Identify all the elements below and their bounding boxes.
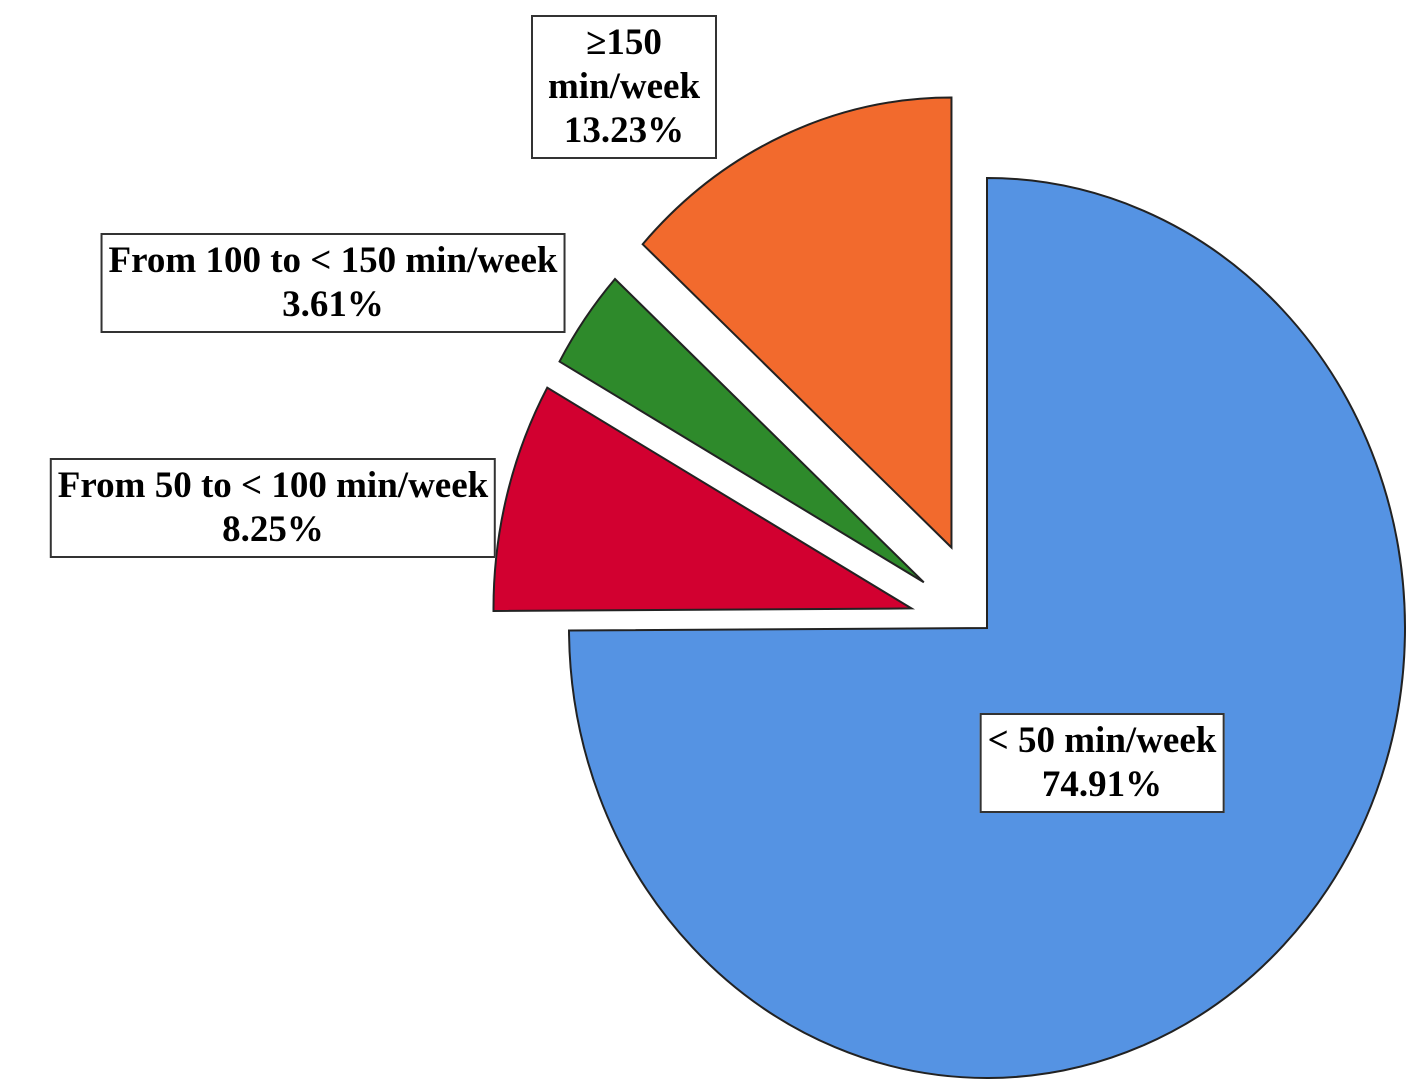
slice-category: From 50 to < 100 min/week [57, 465, 489, 506]
data-label: From 50 to < 100 min/week 8.25% [49, 458, 497, 558]
slice-value: 3.61% [282, 284, 384, 325]
data-label: < 50 min/week 74.91% [979, 713, 1225, 813]
data-label: ≥150 min/week 13.23% [531, 15, 717, 159]
slice-value: 8.25% [222, 509, 324, 550]
pie-slice [492, 386, 916, 612]
slice-value: 13.23% [563, 110, 685, 151]
slice-value: 74.91% [1041, 764, 1163, 805]
slice-category: From 100 to < 150 min/week [108, 240, 558, 281]
pie-slice [558, 277, 925, 584]
slice-category: ≥150 min/week [547, 22, 701, 107]
pie-slice [567, 176, 1406, 1079]
slice-category: < 50 min/week [987, 720, 1217, 761]
data-label: From 100 to < 150 min/week 3.61% [100, 233, 566, 333]
pie-slice [641, 96, 953, 550]
